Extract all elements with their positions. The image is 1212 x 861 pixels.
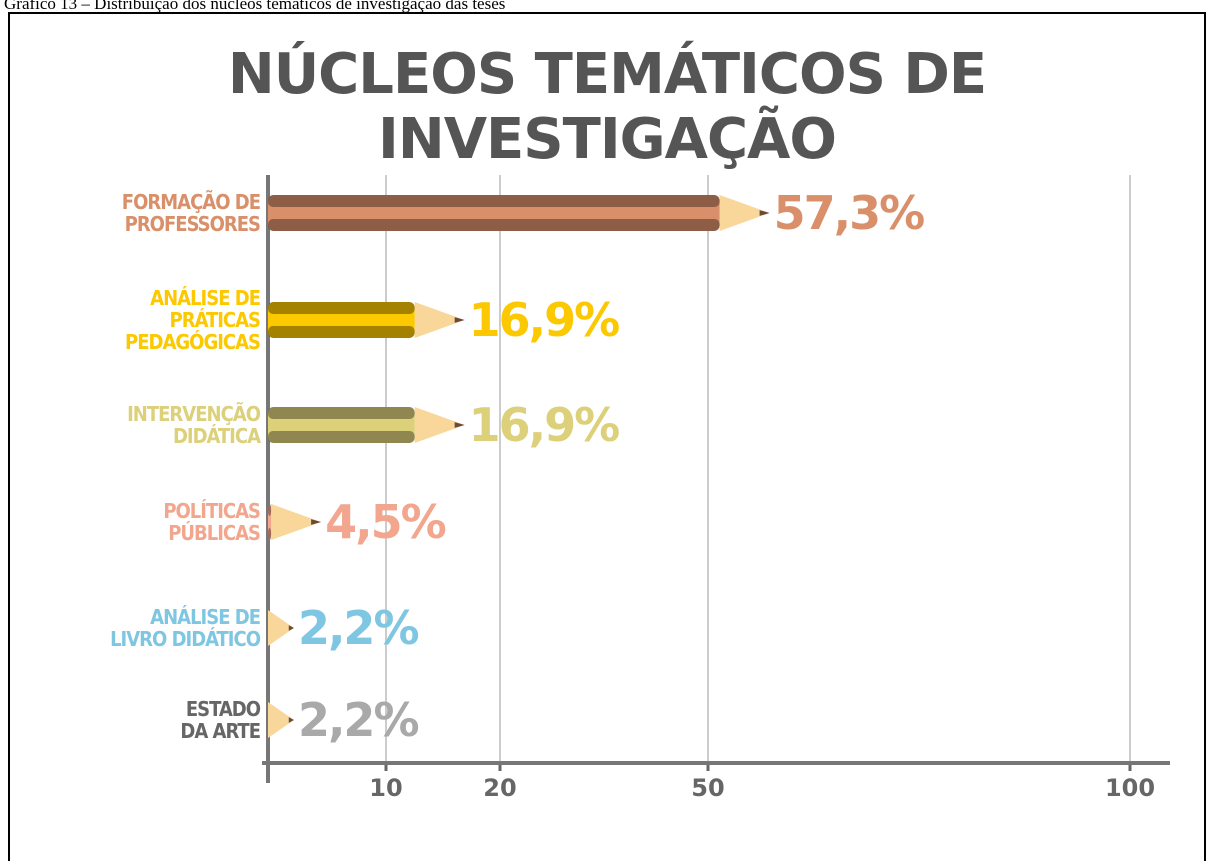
bar (268, 302, 465, 338)
bar (268, 195, 770, 231)
x-tick-label: 50 (691, 774, 724, 802)
bar (268, 407, 465, 443)
page: Gráfico 13 – Distribuição dos núcleos te… (0, 0, 1212, 861)
value-label: 2,2% (298, 693, 418, 747)
bar (268, 610, 294, 646)
value-label: 4,5% (325, 495, 445, 549)
bar (268, 504, 321, 540)
x-tick-label: 100 (1105, 774, 1155, 802)
category-label: INTERVENÇÃO DIDÁTICA (127, 403, 260, 447)
bar (268, 702, 294, 738)
category-label: ESTADO DA ARTE (180, 698, 260, 742)
x-tick-label: 20 (483, 774, 516, 802)
value-label: 2,2% (298, 601, 418, 655)
value-label: 16,9% (469, 293, 619, 347)
category-label: ANÁLISE DE LIVRO DIDÁTICO (110, 606, 260, 650)
value-label: 57,3% (774, 186, 924, 240)
category-label: ANÁLISE DE PRÁTICAS PEDAGÓGICAS (125, 287, 260, 353)
category-label: FORMAÇÃO DE PROFESSORES (122, 191, 260, 235)
chart-title: NÚCLEOS TEMÁTICOS DE INVESTIGAÇÃO (8, 42, 1206, 172)
x-tick-label: 10 (369, 774, 402, 802)
value-label: 16,9% (469, 398, 619, 452)
category-label: POLÍTICAS PÚBLICAS (163, 500, 260, 544)
